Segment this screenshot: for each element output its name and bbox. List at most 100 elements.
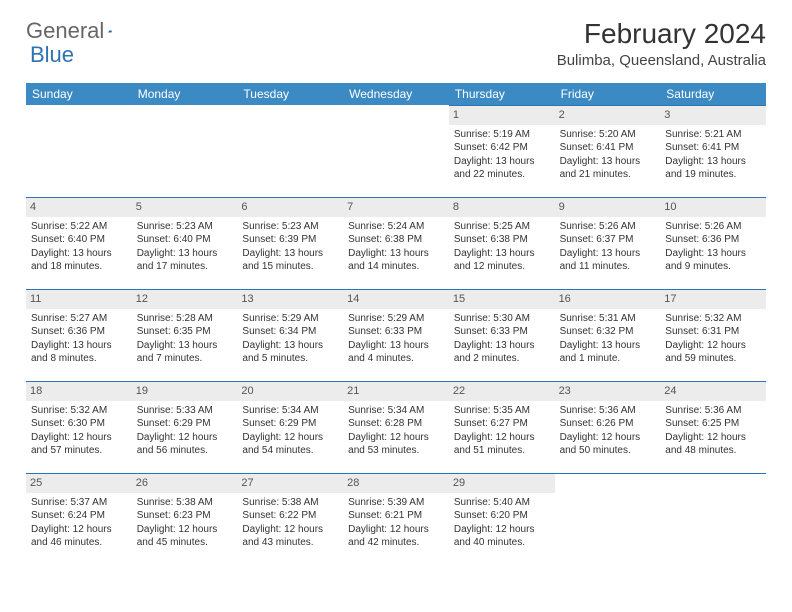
calendar-cell: 11Sunrise: 5:27 AMSunset: 6:36 PMDayligh…	[26, 289, 132, 381]
calendar-cell: 17Sunrise: 5:32 AMSunset: 6:31 PMDayligh…	[660, 289, 766, 381]
calendar-cell: 10Sunrise: 5:26 AMSunset: 6:36 PMDayligh…	[660, 197, 766, 289]
calendar-cell: 2Sunrise: 5:20 AMSunset: 6:41 PMDaylight…	[555, 105, 661, 197]
daylight-text: Daylight: 12 hours and 59 minutes.	[665, 339, 761, 366]
day-number: 15	[449, 290, 555, 309]
sunset-text: Sunset: 6:25 PM	[665, 417, 761, 431]
calendar-cell: 29Sunrise: 5:40 AMSunset: 6:20 PMDayligh…	[449, 473, 555, 565]
daylight-text: Daylight: 13 hours and 8 minutes.	[31, 339, 127, 366]
calendar-cell: 20 Sunrise: 5:34 AMSunset: 6:29 PMDayligh…	[237, 381, 343, 473]
sunset-text: Sunset: 6:34 PM	[242, 325, 338, 339]
sunrise-text: Sunrise: 5:38 AM	[242, 496, 338, 510]
weekday-header: Friday	[555, 83, 661, 105]
sunset-text: Sunset: 6:26 PM	[560, 417, 656, 431]
calendar-cell: 13Sunrise: 5:29 AMSunset: 6:34 PMDayligh…	[237, 289, 343, 381]
daylight-text: Daylight: 12 hours and 56 minutes.	[137, 431, 233, 458]
calendar-cell: 9Sunrise: 5:26 AMSunset: 6:37 PMDaylight…	[555, 197, 661, 289]
sunrise-text: Sunrise: 5:20 AM	[560, 128, 656, 142]
weekday-header: Tuesday	[237, 83, 343, 105]
calendar-cell: 21 Sunrise: 5:34 AMSunset: 6:28 PMDayligh…	[343, 381, 449, 473]
day-number: 27	[237, 474, 343, 493]
day-number: 11	[26, 290, 132, 309]
calendar-cell: 22Sunrise: 5:35 AMSunset: 6:27 PMDayligh…	[449, 381, 555, 473]
calendar-cell: 3Sunrise: 5:21 AMSunset: 6:41 PMDaylight…	[660, 105, 766, 197]
day-number: 26	[132, 474, 238, 493]
calendar-cell: 23Sunrise: 5:36 AMSunset: 6:26 PMDayligh…	[555, 381, 661, 473]
day-number: 9	[555, 198, 661, 217]
day-number: 25	[26, 474, 132, 493]
daylight-text: Daylight: 13 hours and 15 minutes.	[242, 247, 338, 274]
weekday-header: Monday	[132, 83, 238, 105]
sunrise-text: Sunrise: 5:29 AM	[348, 312, 444, 326]
calendar-cell	[237, 105, 343, 197]
day-number: 7	[343, 198, 449, 217]
calendar-cell: 4Sunrise: 5:22 AMSunset: 6:40 PMDaylight…	[26, 197, 132, 289]
day-number: 4	[26, 198, 132, 217]
sunset-text: Sunset: 6:39 PM	[242, 233, 338, 247]
daylight-text: Daylight: 13 hours and 14 minutes.	[348, 247, 444, 274]
sunrise-text: Sunrise: 5:32 AM	[31, 404, 127, 418]
daylight-text: Daylight: 12 hours and 54 minutes.	[242, 431, 338, 458]
sunrise-text: Sunrise: 5:34 AM	[348, 404, 444, 418]
day-number: 1	[449, 106, 555, 125]
sunset-text: Sunset: 6:29 PM	[242, 417, 338, 431]
sunrise-text: Sunrise: 5:36 AM	[665, 404, 761, 418]
weekday-header: Thursday	[449, 83, 555, 105]
sunset-text: Sunset: 6:38 PM	[454, 233, 550, 247]
day-number: 8	[449, 198, 555, 217]
calendar-cell: 8 Sunrise: 5:25 AMSunset: 6:38 PMDaylight…	[449, 197, 555, 289]
calendar-cell	[132, 105, 238, 197]
sunrise-text: Sunrise: 5:28 AM	[137, 312, 233, 326]
sunrise-text: Sunrise: 5:21 AM	[665, 128, 761, 142]
calendar-cell	[343, 105, 449, 197]
sunrise-text: Sunrise: 5:37 AM	[31, 496, 127, 510]
sunrise-text: Sunrise: 5:22 AM	[31, 220, 127, 234]
calendar-body: 1Sunrise: 5:19 AMSunset: 6:42 PMDaylight…	[26, 105, 766, 565]
calendar-cell: 12Sunrise: 5:28 AMSunset: 6:35 PMDayligh…	[132, 289, 238, 381]
sunset-text: Sunset: 6:28 PM	[348, 417, 444, 431]
sunset-text: Sunset: 6:41 PM	[665, 141, 761, 155]
sunrise-text: Sunrise: 5:32 AM	[665, 312, 761, 326]
daylight-text: Daylight: 12 hours and 51 minutes.	[454, 431, 550, 458]
sunrise-text: Sunrise: 5:25 AM	[454, 220, 550, 234]
daylight-text: Daylight: 13 hours and 12 minutes.	[454, 247, 550, 274]
day-number: 14	[343, 290, 449, 309]
sunset-text: Sunset: 6:33 PM	[454, 325, 550, 339]
calendar-cell: 6Sunrise: 5:23 AMSunset: 6:39 PMDaylight…	[237, 197, 343, 289]
daylight-text: Daylight: 12 hours and 46 minutes.	[31, 523, 127, 550]
weekday-header: Wednesday	[343, 83, 449, 105]
sunrise-text: Sunrise: 5:23 AM	[137, 220, 233, 234]
sunrise-text: Sunrise: 5:39 AM	[348, 496, 444, 510]
sunset-text: Sunset: 6:40 PM	[137, 233, 233, 247]
calendar-cell: 16Sunrise: 5:31 AMSunset: 6:32 PMDayligh…	[555, 289, 661, 381]
day-number: 19	[132, 382, 238, 401]
daylight-text: Daylight: 13 hours and 17 minutes.	[137, 247, 233, 274]
day-number: 20	[237, 382, 343, 401]
calendar-cell: 28Sunrise: 5:39 AMSunset: 6:21 PMDayligh…	[343, 473, 449, 565]
sunset-text: Sunset: 6:33 PM	[348, 325, 444, 339]
sunset-text: Sunset: 6:29 PM	[137, 417, 233, 431]
sunrise-text: Sunrise: 5:23 AM	[242, 220, 338, 234]
daylight-text: Daylight: 13 hours and 21 minutes.	[560, 155, 656, 182]
day-number: 3	[660, 106, 766, 125]
day-number: 2	[555, 106, 661, 125]
day-number: 29	[449, 474, 555, 493]
daylight-text: Daylight: 13 hours and 5 minutes.	[242, 339, 338, 366]
daylight-text: Daylight: 12 hours and 53 minutes.	[348, 431, 444, 458]
day-number: 23	[555, 382, 661, 401]
title-block: February 2024 Bulimba, Queensland, Austr…	[557, 18, 766, 69]
sunrise-text: Sunrise: 5:35 AM	[454, 404, 550, 418]
daylight-text: Daylight: 13 hours and 11 minutes.	[560, 247, 656, 274]
day-number: 28	[343, 474, 449, 493]
sunrise-text: Sunrise: 5:30 AM	[454, 312, 550, 326]
day-number: 16	[555, 290, 661, 309]
sunset-text: Sunset: 6:31 PM	[665, 325, 761, 339]
sunset-text: Sunset: 6:27 PM	[454, 417, 550, 431]
sunrise-text: Sunrise: 5:34 AM	[242, 404, 338, 418]
sunset-text: Sunset: 6:21 PM	[348, 509, 444, 523]
sunset-text: Sunset: 6:40 PM	[31, 233, 127, 247]
page-title: February 2024	[557, 18, 766, 50]
daylight-text: Daylight: 13 hours and 2 minutes.	[454, 339, 550, 366]
day-number: 21	[343, 382, 449, 401]
sunrise-text: Sunrise: 5:40 AM	[454, 496, 550, 510]
sunset-text: Sunset: 6:20 PM	[454, 509, 550, 523]
